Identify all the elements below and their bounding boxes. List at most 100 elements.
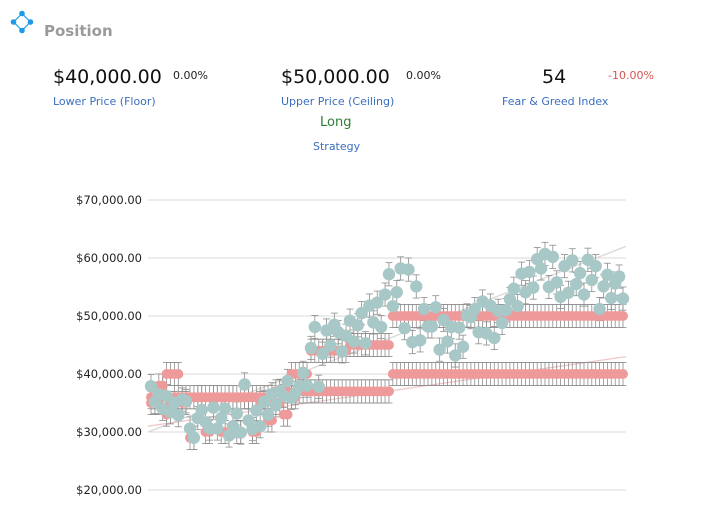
price-point [616, 292, 630, 305]
y-axis: $20,000.00 $30,000.00 $40,000.00 $50,000.00… [76, 193, 142, 497]
price-point [612, 270, 626, 283]
price-point [179, 395, 193, 408]
price-point [507, 282, 520, 295]
price-point [605, 291, 618, 305]
ceiling-change: 0.00% [406, 69, 441, 82]
price-point [351, 319, 364, 332]
ceiling-value: $50,000.00 [281, 66, 390, 88]
price-point [269, 399, 283, 412]
point-layer [144, 247, 630, 444]
price-point [215, 411, 228, 425]
price-point [441, 335, 454, 348]
network-nodes-icon [10, 10, 34, 34]
price-point [573, 266, 587, 280]
price-point [390, 286, 403, 299]
price-point [359, 337, 372, 350]
strategy-label: Strategy [313, 140, 361, 153]
price-point [449, 349, 462, 362]
price-point [499, 304, 513, 317]
price-point [402, 263, 415, 276]
y-tick-label: $30,000.00 [76, 425, 142, 439]
price-point [195, 403, 208, 417]
price-point [324, 339, 337, 352]
price-point [425, 320, 439, 333]
floor-value: $40,000.00 [53, 66, 162, 88]
price-point [183, 422, 197, 435]
price-point [413, 334, 427, 347]
price-point [577, 288, 591, 301]
price-point [254, 420, 267, 433]
price-point [386, 299, 400, 313]
ceiling-point [157, 380, 168, 391]
price-point [257, 395, 271, 409]
price-point [261, 408, 275, 421]
price-point [374, 320, 388, 334]
price-point [456, 340, 470, 353]
price-point [562, 286, 575, 299]
price-point [378, 288, 392, 301]
price-point [316, 347, 329, 360]
y-tick-label: $20,000.00 [76, 483, 142, 497]
price-point [569, 277, 583, 291]
price-point [566, 254, 579, 267]
price-point [468, 302, 481, 316]
price-point [144, 379, 158, 393]
price-point [433, 343, 446, 356]
price-point [296, 366, 310, 380]
ceiling-stat: $50,000.00 0.00% Upper Price (Ceiling) [281, 66, 441, 108]
price-point [429, 301, 442, 314]
price-point [211, 422, 224, 435]
fear-greed-value: 54 [542, 66, 567, 88]
price-point [300, 379, 314, 392]
price-point [230, 407, 244, 420]
price-point [534, 262, 548, 275]
floor-point [618, 369, 628, 379]
price-point [495, 316, 509, 330]
price-point [511, 299, 524, 313]
y-tick-label: $40,000.00 [76, 367, 142, 381]
fear-greed-change: -10.00% [608, 69, 654, 82]
price-point [597, 280, 610, 293]
price-point [308, 320, 322, 334]
price-point [488, 331, 501, 345]
ceiling-point [618, 311, 628, 321]
fear-greed-stat: 54 -10.00% Fear & Greed Index [502, 66, 654, 108]
ceiling-label: Upper Price (Ceiling) [281, 95, 395, 108]
price-point [452, 321, 466, 334]
price-point [207, 401, 220, 414]
ceiling-point [383, 340, 394, 350]
price-point [347, 335, 361, 348]
price-point [355, 306, 368, 320]
fear-greed-label: Fear & Greed Index [502, 95, 609, 108]
price-point [187, 431, 201, 444]
price-point [593, 302, 606, 316]
price-point [589, 259, 602, 273]
price-point [218, 402, 232, 415]
floor-point [173, 369, 184, 379]
y-tick-label: $50,000.00 [76, 309, 142, 323]
price-point [527, 281, 540, 294]
price-point [601, 268, 614, 282]
price-point [238, 378, 251, 391]
price-point [585, 273, 598, 287]
floor-point [282, 409, 293, 420]
price-point [382, 268, 396, 281]
price-point [312, 380, 325, 393]
price-point [410, 280, 423, 293]
floor-stat: $40,000.00 0.00% Lower Price (Floor) [53, 66, 208, 108]
floor-label: Lower Price (Floor) [53, 95, 156, 108]
strategy-value: Long [320, 115, 352, 130]
ceiling-point [165, 369, 176, 379]
price-point [250, 404, 263, 417]
price-range-chart: $20,000.00 $30,000.00 $40,000.00 $50,000.00… [76, 193, 630, 497]
y-tick-label: $70,000.00 [76, 193, 142, 207]
price-point [222, 429, 236, 442]
page-title: Position [44, 22, 113, 40]
price-point [281, 374, 294, 388]
price-point [304, 341, 318, 355]
price-point [546, 250, 559, 264]
price-point [172, 408, 185, 422]
panel-header: Position [10, 10, 310, 40]
y-tick-label: $60,000.00 [76, 251, 142, 265]
price-point [417, 302, 431, 316]
